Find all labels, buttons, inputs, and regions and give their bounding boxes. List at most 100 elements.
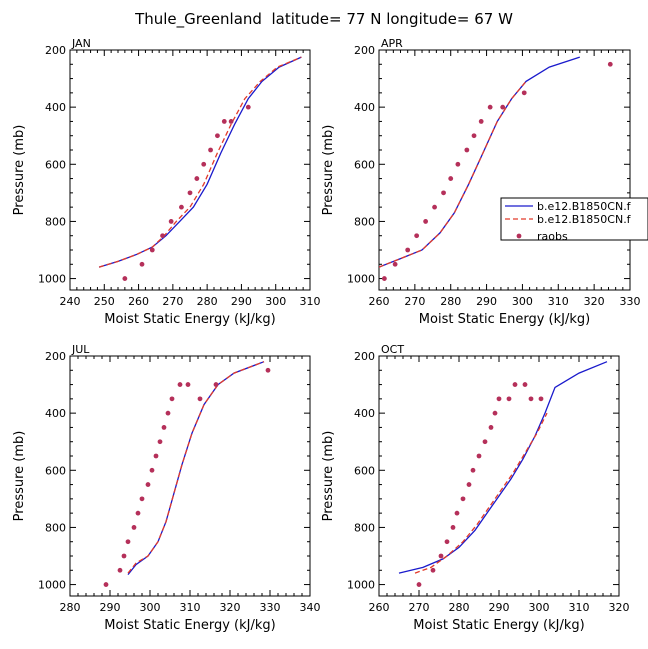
y-tick-label: 200 xyxy=(45,350,66,363)
x-tick-label: 310 xyxy=(300,295,321,308)
raobs-point xyxy=(131,525,137,530)
y-tick-label: 200 xyxy=(45,44,66,57)
y-tick-label: 800 xyxy=(354,521,375,534)
raobs-point xyxy=(149,247,155,253)
raobs-point xyxy=(228,119,234,124)
y-tick-label: 1000 xyxy=(38,579,66,592)
x-tick-label: 300 xyxy=(512,295,533,308)
y-axis-label: Pressure (mb) xyxy=(321,125,336,216)
legend: b.e12.B1850CN.fb.e12.B1850CN.f raobs xyxy=(500,197,648,243)
x-tick-label: 300 xyxy=(529,601,550,614)
x-tick-label: 290 xyxy=(100,601,121,614)
y-tick-label: 800 xyxy=(45,215,66,228)
raobs-point xyxy=(160,233,165,239)
model-line-solid xyxy=(98,56,302,268)
raobs-point xyxy=(381,276,387,281)
raobs-point xyxy=(478,119,484,124)
raobs-point xyxy=(450,525,456,530)
raobs-point xyxy=(476,453,482,459)
raobs-point xyxy=(117,567,123,573)
x-axis-label: Moist Static Energy (kJ/kg) xyxy=(413,618,584,633)
raobs-point xyxy=(135,510,141,516)
raobs-point xyxy=(466,482,472,487)
x-tick-label: 270 xyxy=(409,601,430,614)
raobs-point xyxy=(464,147,470,153)
x-tick-label: 290 xyxy=(489,601,510,614)
y-tick-label: 600 xyxy=(354,464,375,477)
plot-frame xyxy=(69,49,311,291)
raobs-point xyxy=(122,276,128,281)
legend-label: b.e12.B1850CN.f xyxy=(537,213,632,226)
x-tick-label: 330 xyxy=(620,295,641,308)
x-tick-label: 310 xyxy=(569,601,590,614)
raobs-point xyxy=(500,104,506,110)
raobs-point xyxy=(103,582,109,587)
raobs-point xyxy=(157,439,163,445)
panel-label: OCT xyxy=(381,343,404,356)
raobs-point xyxy=(448,176,454,181)
model-line-dashed xyxy=(127,361,265,574)
x-tick-label: 310 xyxy=(180,601,201,614)
raobs-point xyxy=(487,104,493,110)
x-tick-label: 270 xyxy=(404,295,425,308)
model-line-dashed xyxy=(379,80,527,268)
x-axis-label: Moist Static Energy (kJ/kg) xyxy=(104,312,275,327)
x-tick-label: 330 xyxy=(260,601,281,614)
raobs-point xyxy=(149,467,155,473)
x-tick-label: 270 xyxy=(162,295,183,308)
plot-frame xyxy=(378,355,620,597)
x-tick-label: 290 xyxy=(476,295,497,308)
x-tick-label: 300 xyxy=(140,601,161,614)
panel-label: JAN xyxy=(71,37,91,50)
x-axis-label: Moist Static Energy (kJ/kg) xyxy=(419,312,590,327)
y-tick-label: 800 xyxy=(45,521,66,534)
y-tick-label: 600 xyxy=(45,158,66,171)
raobs-point xyxy=(187,190,193,196)
raobs-point xyxy=(506,396,512,402)
x-tick-label: 250 xyxy=(94,295,115,308)
x-tick-label: 290 xyxy=(231,295,252,308)
x-tick-label: 320 xyxy=(220,601,241,614)
raobs-point xyxy=(414,233,420,239)
y-axis-label: Pressure (mb) xyxy=(321,431,336,522)
raobs-point xyxy=(405,247,411,253)
x-tick-label: 240 xyxy=(60,295,81,308)
x-tick-label: 260 xyxy=(128,295,149,308)
raobs-point xyxy=(125,539,131,545)
legend-label: b.e12.B1850CN.f xyxy=(537,200,632,213)
legend-label: raobs xyxy=(537,230,568,243)
figure-title: Thule_Greenland latitude= 77 N longitude… xyxy=(134,10,513,29)
y-tick-label: 200 xyxy=(354,350,375,363)
y-tick-label: 400 xyxy=(354,407,375,420)
y-tick-label: 800 xyxy=(354,215,375,228)
raobs-point xyxy=(455,161,461,167)
model-line-solid xyxy=(127,361,265,576)
x-tick-label: 340 xyxy=(300,601,321,614)
raobs-point xyxy=(512,382,518,387)
x-tick-label: 310 xyxy=(548,295,569,308)
raobs-point xyxy=(538,396,544,402)
x-tick-label: 260 xyxy=(369,295,390,308)
raobs-point xyxy=(423,219,429,224)
panel-apr: APR 260 270 280 290 300 310 320 330 200 400 600 800 1… xyxy=(321,37,648,327)
y-tick-label: 1000 xyxy=(347,579,375,592)
raobs-point xyxy=(444,539,450,545)
raobs-point xyxy=(121,553,127,559)
x-tick-label: 320 xyxy=(584,295,605,308)
raobs-point xyxy=(168,219,174,224)
raobs-point xyxy=(496,396,502,402)
raobs-point xyxy=(521,90,527,96)
raobs-point xyxy=(213,382,219,387)
raobs-point xyxy=(392,261,398,267)
raobs-point xyxy=(208,147,213,153)
x-tick-label: 320 xyxy=(609,601,630,614)
raobs-point xyxy=(482,439,488,445)
raobs-point xyxy=(470,467,476,473)
panel-jul: JUL 280 290 300 310 320 330 340 200 400 600 800 1000… xyxy=(12,343,321,633)
y-tick-label: 400 xyxy=(45,407,66,420)
raobs-point xyxy=(522,382,528,387)
legend-marker xyxy=(516,233,522,239)
y-tick-label: 400 xyxy=(45,101,66,114)
raobs-point xyxy=(454,510,460,516)
